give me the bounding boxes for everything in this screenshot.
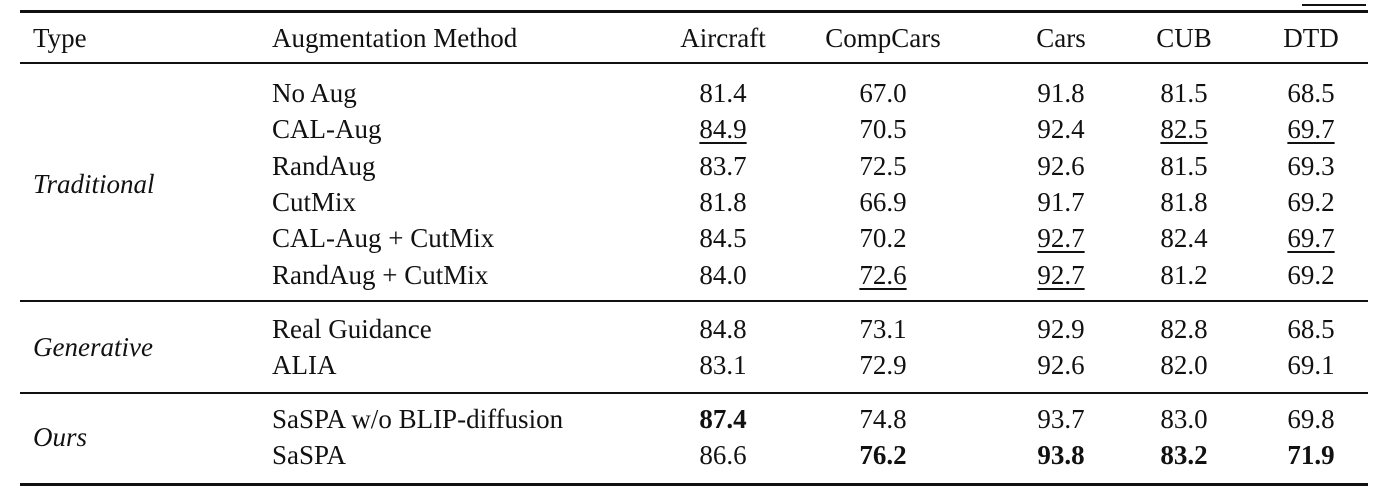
score: 84.9 bbox=[699, 114, 747, 145]
score: 81.8 bbox=[699, 186, 747, 217]
score: 91.7 bbox=[1037, 186, 1085, 217]
group-type: Traditional bbox=[33, 168, 155, 199]
score: 82.0 bbox=[1160, 350, 1208, 381]
score: 82.8 bbox=[1160, 314, 1208, 344]
method-name: CutMix bbox=[272, 186, 357, 217]
score: 84.0 bbox=[699, 259, 747, 290]
score: 84.5 bbox=[699, 223, 747, 254]
score: 93.7 bbox=[1037, 404, 1085, 434]
score: 82.5 bbox=[1160, 114, 1208, 145]
method-name: CAL-Aug + CutMix bbox=[272, 223, 495, 254]
top-rule bbox=[20, 10, 1368, 13]
column-header: CUB bbox=[1156, 23, 1212, 53]
method-name: RandAug + CutMix bbox=[272, 259, 489, 290]
column-header: Augmentation Method bbox=[272, 23, 518, 53]
score: 81.2 bbox=[1160, 259, 1208, 290]
score: 84.8 bbox=[699, 314, 747, 344]
group-type: Generative bbox=[33, 332, 153, 363]
score: 92.4 bbox=[1037, 114, 1085, 145]
column-header: Type bbox=[33, 23, 87, 53]
score: 81.5 bbox=[1160, 150, 1208, 181]
method-name: CAL-Aug bbox=[272, 114, 382, 145]
score: 69.1 bbox=[1287, 350, 1335, 381]
score: 67.0 bbox=[859, 78, 907, 108]
header-rule bbox=[20, 62, 1368, 64]
bottom-rule bbox=[20, 483, 1368, 486]
score: 83.7 bbox=[699, 150, 747, 181]
score: 76.2 bbox=[859, 440, 907, 471]
score: 69.7 bbox=[1287, 223, 1335, 254]
score: 86.6 bbox=[699, 440, 747, 471]
score: 72.5 bbox=[859, 150, 907, 181]
score: 91.8 bbox=[1037, 78, 1085, 108]
score: 92.6 bbox=[1037, 350, 1085, 381]
method-name: SaSPA w/o BLIP-diffusion bbox=[272, 404, 564, 434]
score: 69.2 bbox=[1287, 259, 1335, 290]
column-header: DTD bbox=[1283, 23, 1339, 53]
score: 92.9 bbox=[1037, 314, 1085, 344]
score: 87.4 bbox=[699, 404, 747, 434]
column-header: Aircraft bbox=[680, 23, 766, 53]
score: 68.5 bbox=[1287, 314, 1335, 344]
clipped-rule bbox=[1302, 4, 1366, 6]
score: 69.8 bbox=[1287, 404, 1335, 434]
score: 73.1 bbox=[859, 314, 907, 344]
column-header: CompCars bbox=[825, 23, 941, 53]
score: 74.8 bbox=[859, 404, 907, 434]
score: 71.9 bbox=[1287, 440, 1335, 471]
score: 92.7 bbox=[1037, 223, 1085, 254]
score: 72.6 bbox=[859, 259, 907, 290]
group-rule bbox=[20, 300, 1368, 302]
method-name: Real Guidance bbox=[272, 314, 432, 344]
score: 83.2 bbox=[1160, 440, 1208, 471]
score: 82.4 bbox=[1160, 223, 1208, 254]
score: 92.7 bbox=[1037, 259, 1085, 290]
score: 69.7 bbox=[1287, 114, 1335, 145]
column-header: Cars bbox=[1036, 23, 1086, 53]
method-name: No Aug bbox=[272, 78, 357, 108]
score: 92.6 bbox=[1037, 150, 1085, 181]
score: 70.5 bbox=[859, 114, 907, 145]
score: 81.4 bbox=[699, 78, 747, 108]
score: 81.5 bbox=[1160, 78, 1208, 108]
method-name: RandAug bbox=[272, 150, 376, 181]
score: 69.3 bbox=[1287, 150, 1335, 181]
score: 69.2 bbox=[1287, 186, 1335, 217]
score: 70.2 bbox=[859, 223, 907, 254]
score: 83.0 bbox=[1160, 404, 1208, 434]
score: 93.8 bbox=[1037, 440, 1085, 471]
score: 81.8 bbox=[1160, 186, 1208, 217]
method-name: SaSPA bbox=[272, 440, 347, 471]
score: 68.5 bbox=[1287, 78, 1335, 108]
method-name: ALIA bbox=[272, 350, 337, 381]
group-rule bbox=[20, 392, 1368, 394]
score: 66.9 bbox=[859, 186, 907, 217]
score: 72.9 bbox=[859, 350, 907, 381]
score: 83.1 bbox=[699, 350, 747, 381]
group-type: Ours bbox=[33, 422, 88, 453]
